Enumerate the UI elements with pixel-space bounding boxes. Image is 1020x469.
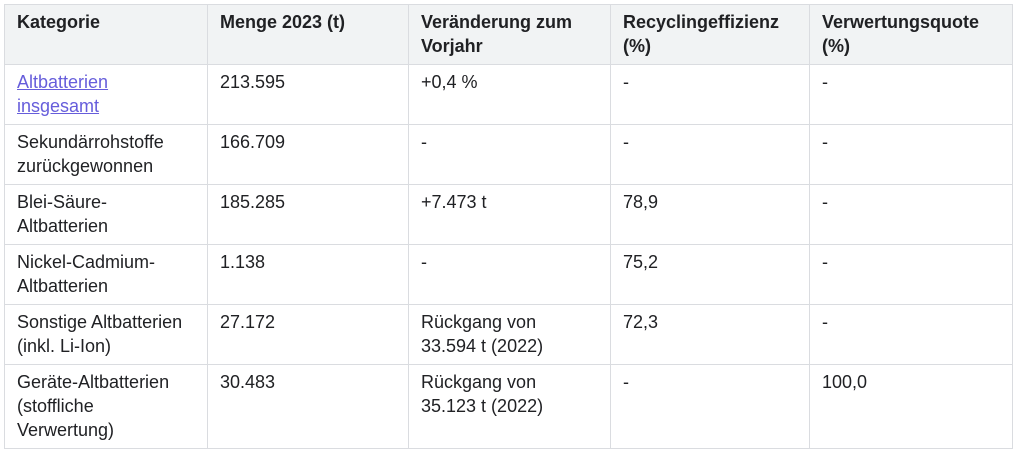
table-row: Geräte-Altbatterien (stoffliche Verwertu…: [4, 364, 1013, 449]
cell-veraenderung: Rückgang von 33.594 t (2022): [408, 304, 611, 365]
cell-menge: 27.172: [207, 304, 409, 365]
header-menge-2023: Menge 2023 (t): [207, 4, 409, 65]
cell-effizienz: 78,9: [610, 184, 810, 245]
table-row: Altbatterien insgesamt 213.595 +0,4 % - …: [4, 64, 1013, 125]
cell-veraenderung: Rückgang von 35.123 t (2022): [408, 364, 611, 449]
table-row: Blei-Säure-Altbatterien 185.285 +7.473 t…: [4, 184, 1013, 245]
cell-menge: 185.285: [207, 184, 409, 245]
cell-effizienz: -: [610, 124, 810, 185]
cell-quote: -: [809, 64, 1013, 125]
header-verwertungsquote: Verwertungsquote (%): [809, 4, 1013, 65]
cell-veraenderung: +7.473 t: [408, 184, 611, 245]
cell-kategorie: Nickel-Cadmium-Altbatterien: [4, 244, 208, 305]
cell-kategorie: Altbatterien insgesamt: [4, 64, 208, 125]
cell-effizienz: 72,3: [610, 304, 810, 365]
cell-kategorie: Sekundärrohstoffe zurückgewonnen: [4, 124, 208, 185]
cell-kategorie: Sonstige Altbatterien (inkl. Li-Ion): [4, 304, 208, 365]
cell-effizienz: -: [610, 64, 810, 125]
cell-quote: -: [809, 244, 1013, 305]
table-header-row: Kategorie Menge 2023 (t) Veränderung zum…: [4, 4, 1013, 65]
table-row: Nickel-Cadmium-Altbatterien 1.138 - 75,2…: [4, 244, 1013, 305]
cell-veraenderung: -: [408, 124, 611, 185]
altbatterien-insgesamt-link[interactable]: Altbatterien insgesamt: [17, 72, 109, 116]
table-row: Sonstige Altbatterien (inkl. Li-Ion) 27.…: [4, 304, 1013, 365]
cell-menge: 166.709: [207, 124, 409, 185]
cell-veraenderung: +0,4 %: [408, 64, 611, 125]
cell-quote: -: [809, 184, 1013, 245]
cell-veraenderung: -: [408, 244, 611, 305]
cell-quote: -: [809, 304, 1013, 365]
table-row: Sekundärrohstoffe zurückgewonnen 166.709…: [4, 124, 1013, 185]
header-veraenderung: Veränderung zum Vorjahr: [408, 4, 611, 65]
cell-quote: -: [809, 124, 1013, 185]
cell-menge: 213.595: [207, 64, 409, 125]
cell-quote: 100,0: [809, 364, 1013, 449]
cell-kategorie: Geräte-Altbatterien (stoffliche Verwertu…: [4, 364, 208, 449]
cell-kategorie: Blei-Säure-Altbatterien: [4, 184, 208, 245]
header-recyclingeffizienz: Recyclingeffizienz (%): [610, 4, 810, 65]
header-kategorie: Kategorie: [4, 4, 208, 65]
cell-menge: 1.138: [207, 244, 409, 305]
battery-recycling-table: Kategorie Menge 2023 (t) Veränderung zum…: [4, 4, 1013, 449]
cell-effizienz: -: [610, 364, 810, 449]
cell-menge: 30.483: [207, 364, 409, 449]
cell-effizienz: 75,2: [610, 244, 810, 305]
